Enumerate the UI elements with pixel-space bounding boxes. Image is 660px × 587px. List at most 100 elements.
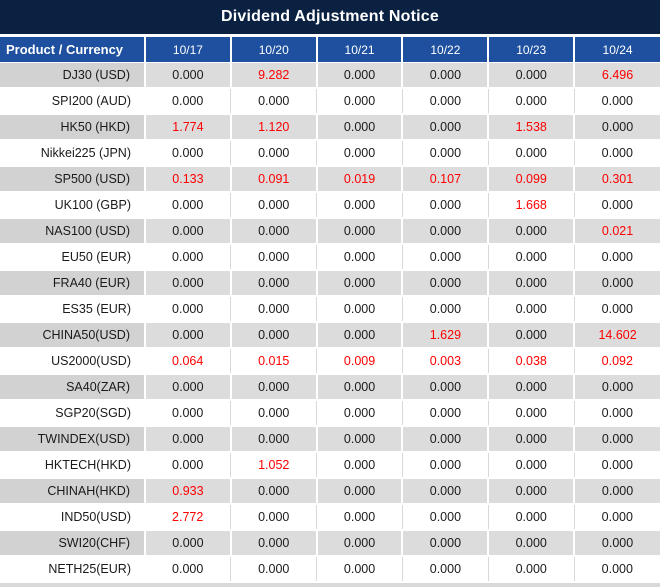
dividend-value-cell: 0.000 — [145, 400, 231, 427]
dividend-value-cell: 0.000 — [230, 556, 317, 583]
dividend-value-cell: 0.000 — [487, 374, 575, 401]
dividend-value-cell: 0.000 — [229, 426, 317, 453]
dividend-value-cell: 0.000 — [315, 530, 403, 557]
dividend-value-cell: 1.774 — [144, 114, 231, 141]
date-header: 10/23 — [487, 37, 575, 63]
dividend-value-cell: 0.133 — [144, 166, 231, 193]
table-row: SPI200 (AUD) 0.000 0.000 0.000 0.000 0.000 0.0… — [0, 88, 660, 115]
dividend-value-cell: 0.000 — [401, 88, 489, 115]
table-row: UK100 (GBP) 0.000 0.000 0.000 0.000 1.668 0.00… — [0, 192, 660, 219]
dividend-value-cell: 1.538 — [487, 114, 575, 141]
date-header: 10/21 — [315, 37, 403, 63]
dividend-value-cell: 0.000 — [144, 218, 231, 245]
page-title: Dividend Adjustment Notice — [0, 0, 660, 34]
dividend-value-cell: 0.000 — [230, 140, 317, 167]
dividend-value-cell: 1.629 — [401, 322, 489, 349]
table-row: NETH25(EUR) 0.000 0.000 0.000 0.000 0.000 0.00… — [0, 556, 660, 583]
dividend-value-cell: 0.000 — [401, 556, 489, 583]
dividend-value-cell: 1.120 — [229, 114, 317, 141]
table-row: HK50 (HKD) 1.774 1.120 0.000 0.000 1.538 0.000 — [0, 114, 660, 141]
product-cell: Nikkei225 (JPN) — [0, 140, 145, 167]
dividend-value-cell: 0.000 — [316, 556, 403, 583]
dividend-value-cell: 0.000 — [229, 530, 317, 557]
product-cell: DJ30 (USD) — [0, 62, 145, 89]
dividend-value-cell: 0.099 — [487, 166, 575, 193]
dividend-value-cell: 0.000 — [315, 270, 403, 297]
dividend-value-cell: 0.000 — [401, 426, 489, 453]
dividend-value-cell: 0.000 — [230, 192, 317, 219]
dividend-value-cell: 0.000 — [145, 140, 231, 167]
dividend-value-cell: 0.038 — [487, 348, 575, 375]
dividend-value-cell: 0.000 — [401, 296, 489, 323]
dividend-value-cell: 0.003 — [401, 348, 489, 375]
dividend-table: Product / Currency 10/17 10/20 10/21 10/22 1… — [0, 37, 660, 583]
dividend-value-cell: 0.000 — [487, 556, 575, 583]
dividend-value-cell: 6.496 — [573, 62, 660, 89]
table-row: NAS100 (USD) 0.000 0.000 0.000 0.000 0.000 0.0… — [0, 218, 660, 245]
dividend-value-cell: 0.000 — [573, 244, 660, 271]
dividend-value-cell: 0.000 — [487, 88, 575, 115]
dividend-value-cell: 0.000 — [401, 400, 489, 427]
dividend-value-cell: 1.668 — [487, 192, 575, 219]
product-cell: SP500 (USD) — [0, 166, 145, 193]
table-row: Nikkei225 (JPN) 0.000 0.000 0.000 0.000 0.000… — [0, 140, 660, 167]
dividend-value-cell: 0.000 — [487, 400, 575, 427]
product-cell: IND50(USD) — [0, 504, 145, 531]
dividend-value-cell: 14.602 — [573, 322, 660, 349]
dividend-value-cell: 0.000 — [573, 114, 660, 141]
table-row: DJ30 (USD) 0.000 9.282 0.000 0.000 0.000 6.496 — [0, 62, 660, 89]
dividend-value-cell: 0.000 — [487, 140, 575, 167]
dividend-value-cell: 0.000 — [145, 88, 231, 115]
dividend-value-cell: 0.107 — [401, 166, 489, 193]
dividend-value-cell: 0.000 — [487, 504, 575, 531]
dividend-value-cell: 0.000 — [487, 244, 575, 271]
product-cell: HK50 (HKD) — [0, 114, 145, 141]
product-cell: TWINDEX(USD) — [0, 426, 145, 453]
dividend-value-cell: 0.000 — [145, 296, 231, 323]
product-cell: NETH25(EUR) — [0, 556, 145, 583]
dividend-value-cell: 0.000 — [487, 426, 575, 453]
dividend-value-cell: 0.000 — [315, 426, 403, 453]
product-cell: UK100 (GBP) — [0, 192, 145, 219]
dividend-value-cell: 0.000 — [487, 322, 575, 349]
dividend-value-cell: 0.000 — [316, 400, 403, 427]
dividend-value-cell: 0.000 — [401, 140, 489, 167]
table-row: ES35 (EUR) 0.000 0.000 0.000 0.000 0.000 0.000 — [0, 296, 660, 323]
product-cell: ES35 (EUR) — [0, 296, 145, 323]
dividend-value-cell: 0.000 — [229, 218, 317, 245]
dividend-value-cell: 0.000 — [316, 452, 403, 479]
dividend-value-cell: 0.000 — [316, 192, 403, 219]
table-header-row: Product / Currency 10/17 10/20 10/21 10/22 1… — [0, 37, 660, 63]
dividend-value-cell: 0.000 — [573, 556, 660, 583]
title-separator — [0, 34, 660, 37]
dividend-value-cell: 0.000 — [145, 556, 231, 583]
dividend-value-cell: 0.000 — [316, 244, 403, 271]
dividend-value-cell: 0.000 — [487, 530, 575, 557]
dividend-value-cell: 0.000 — [401, 244, 489, 271]
table-row: CHINAH(HKD) 0.933 0.000 0.000 0.000 0.000 0.00… — [0, 478, 660, 505]
table-row: TWINDEX(USD) 0.000 0.000 0.000 0.000 0.000 0.0… — [0, 426, 660, 453]
product-cell: US2000(USD) — [0, 348, 145, 375]
table-body: DJ30 (USD) 0.000 9.282 0.000 0.000 0.000 6.496… — [0, 62, 660, 583]
table-row: SGP20(SGD) 0.000 0.000 0.000 0.000 0.000 0.000 — [0, 400, 660, 427]
dividend-value-cell: 0.000 — [401, 270, 489, 297]
table-row: EU50 (EUR) 0.000 0.000 0.000 0.000 0.000 0.000 — [0, 244, 660, 271]
dividend-value-cell: 0.092 — [573, 348, 660, 375]
dividend-value-cell: 0.021 — [573, 218, 660, 245]
dividend-value-cell: 0.000 — [573, 452, 660, 479]
dividend-value-cell: 0.000 — [573, 374, 660, 401]
date-header: 10/20 — [229, 37, 317, 63]
product-cell: NAS100 (USD) — [0, 218, 145, 245]
dividend-value-cell: 0.000 — [315, 478, 403, 505]
dividend-value-cell: 0.000 — [573, 192, 660, 219]
product-cell: CHINAH(HKD) — [0, 478, 145, 505]
dividend-value-cell: 0.000 — [573, 296, 660, 323]
dividend-value-cell: 0.000 — [230, 504, 317, 531]
date-header: 10/24 — [573, 37, 660, 63]
dividend-value-cell: 0.000 — [144, 374, 231, 401]
dividend-value-cell: 0.000 — [487, 62, 575, 89]
dividend-value-cell: 0.000 — [145, 192, 231, 219]
dividend-value-cell: 0.000 — [229, 374, 317, 401]
dividend-value-cell: 0.000 — [315, 374, 403, 401]
dividend-value-cell: 0.000 — [401, 374, 489, 401]
